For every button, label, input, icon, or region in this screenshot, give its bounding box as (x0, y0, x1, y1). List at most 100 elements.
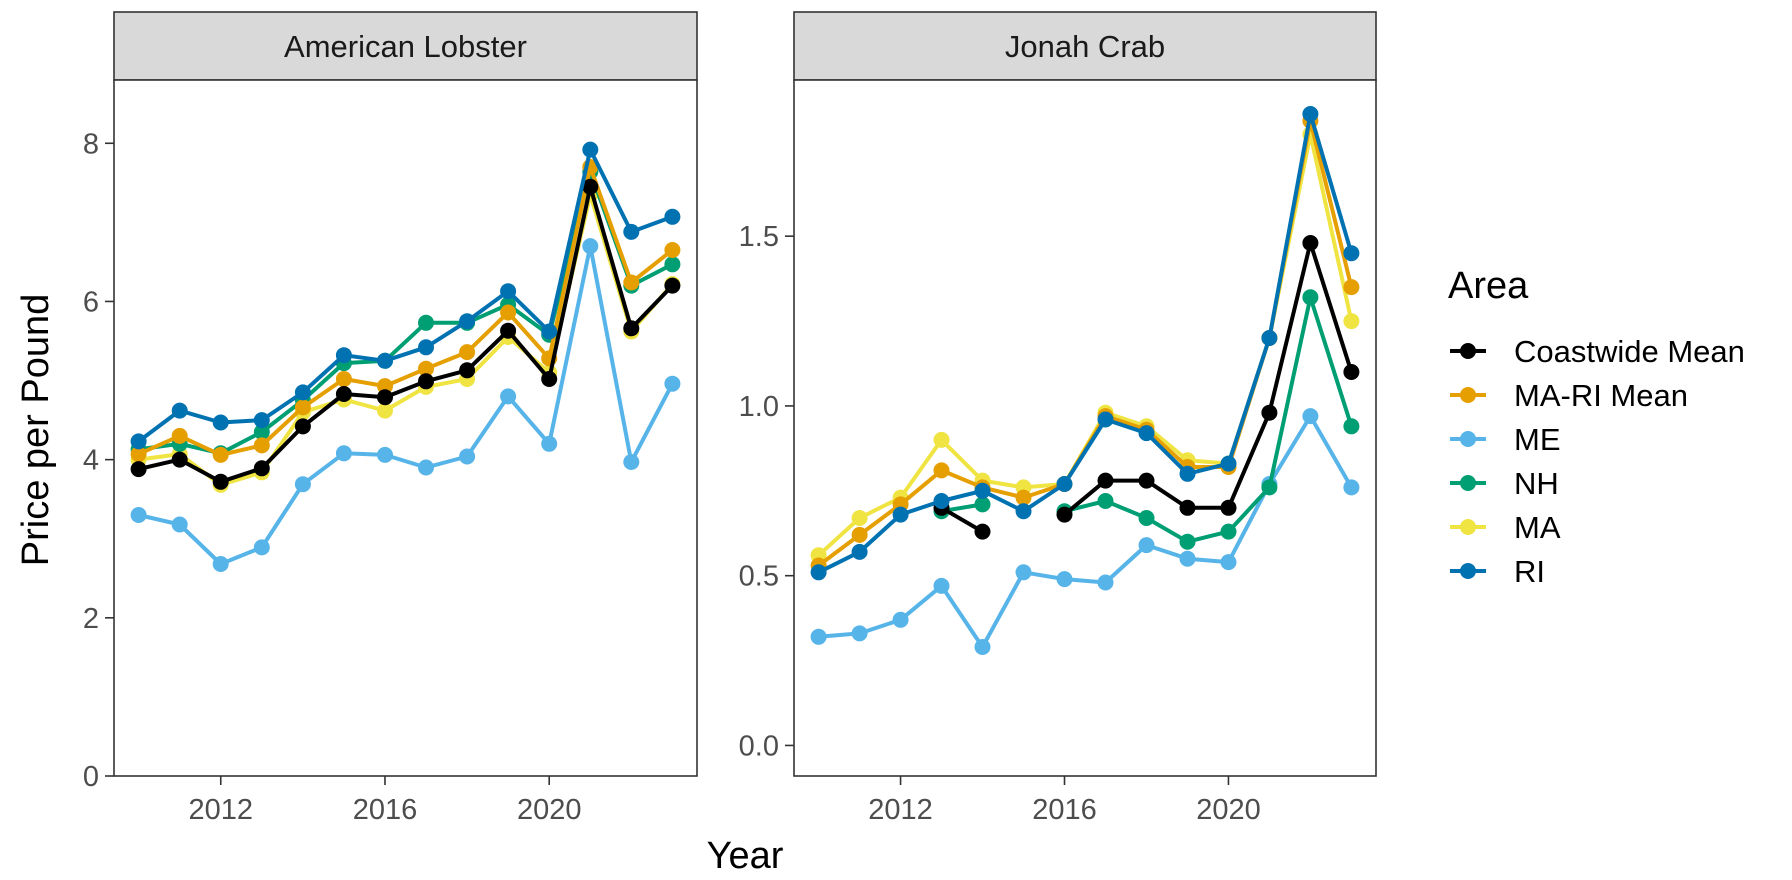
data-point (377, 446, 393, 463)
legend-label: ME (1514, 422, 1561, 457)
data-point (377, 352, 393, 369)
legend-label: MA (1514, 510, 1561, 545)
data-point (1302, 235, 1319, 251)
data-point (418, 314, 434, 331)
series-coastwide-mean-american-lobster (130, 178, 681, 490)
data-point (664, 242, 681, 258)
data-point (253, 437, 270, 454)
data-point (974, 496, 991, 513)
legend-key-point (1460, 563, 1476, 579)
data-point (1302, 106, 1319, 122)
legend-label: RI (1514, 554, 1545, 589)
y-tick-label: 1.5 (739, 221, 779, 253)
data-point (418, 339, 434, 356)
data-point (1138, 472, 1155, 489)
data-point (623, 223, 640, 240)
data-point (171, 402, 188, 419)
data-point (1343, 245, 1360, 262)
data-point (130, 446, 147, 463)
data-point (1220, 455, 1237, 472)
data-point (418, 459, 434, 476)
data-point (171, 516, 188, 533)
data-point (933, 577, 950, 594)
data-point (1097, 411, 1114, 428)
data-point (623, 274, 640, 291)
data-point (851, 510, 868, 526)
data-point (212, 414, 229, 431)
data-point (582, 238, 599, 255)
data-point (541, 323, 558, 340)
data-point (1138, 537, 1155, 554)
data-point (541, 371, 558, 387)
data-point (171, 451, 188, 468)
y-tick-label: 1.0 (739, 391, 779, 423)
data-point (664, 375, 681, 392)
data-point (1015, 564, 1032, 581)
facet-title-american-lobster: American Lobster (284, 29, 527, 64)
data-point (1220, 499, 1237, 516)
facet-title-jonah-crab: Jonah Crab (1005, 29, 1165, 64)
data-point (1056, 571, 1073, 588)
y-tick-label: 0.0 (739, 730, 779, 762)
y-tick-label: 6 (83, 286, 99, 318)
data-point (500, 388, 517, 405)
x-tick-label: 2016 (353, 794, 418, 826)
data-point (1261, 479, 1278, 496)
data-point (459, 362, 476, 379)
y-tick-label: 2 (83, 603, 99, 635)
data-point (335, 371, 352, 387)
data-point (892, 506, 909, 523)
data-point (1343, 313, 1360, 330)
data-point (974, 639, 991, 655)
data-point (1343, 364, 1360, 380)
legend-item-ma: MA (1450, 510, 1561, 545)
data-point (664, 208, 681, 225)
legend-label: Coastwide Mean (1514, 334, 1745, 369)
data-point (1343, 279, 1360, 296)
data-point (1138, 425, 1155, 442)
x-tick-label: 2020 (1196, 794, 1261, 826)
data-point (1056, 476, 1073, 492)
data-point (1261, 330, 1278, 346)
data-point (335, 445, 352, 462)
series-me-jonah-crab (810, 408, 1360, 655)
legend-key-point (1460, 387, 1476, 403)
data-point (1179, 465, 1196, 482)
series-ri-jonah-crab (810, 106, 1360, 581)
data-point (1097, 472, 1114, 489)
data-point (1220, 554, 1237, 571)
legend-key-point (1460, 431, 1476, 447)
data-point (253, 424, 270, 440)
data-point (1220, 523, 1237, 540)
data-point (1343, 418, 1360, 435)
panel-jonah-crab: Jonah Crab 0.0 0.5 1.0 1.5 2012 2016 2020 (739, 11, 1377, 826)
data-point (810, 564, 827, 581)
data-point (212, 556, 229, 572)
data-point (459, 344, 476, 361)
data-point (459, 448, 476, 465)
data-point (377, 402, 393, 419)
data-point (253, 412, 270, 429)
data-point (130, 433, 147, 450)
facet-strip-american-lobster (113, 11, 698, 81)
data-point (459, 313, 476, 330)
x-axis-title: Year (707, 835, 784, 877)
legend-item-me: ME (1450, 422, 1561, 457)
data-point (171, 427, 188, 444)
legend-label: MA-RI Mean (1514, 378, 1688, 413)
data-point (1302, 289, 1319, 306)
data-point (933, 462, 950, 479)
x-tick-label: 2012 (188, 794, 253, 826)
facet-strip-jonah-crab (793, 11, 1377, 81)
data-point (294, 399, 311, 416)
y-axis-title: Price per Pound (15, 294, 57, 567)
data-point (294, 384, 311, 401)
data-point (974, 523, 991, 540)
legend-key-point (1460, 343, 1476, 359)
legend-key-point (1460, 475, 1476, 491)
data-point (541, 435, 558, 452)
data-point (294, 418, 311, 435)
y-tick-label: 8 (83, 128, 99, 160)
panel-american-lobster: American Lobster 0 2 4 6 8 2012 2016 2020 (83, 11, 698, 826)
